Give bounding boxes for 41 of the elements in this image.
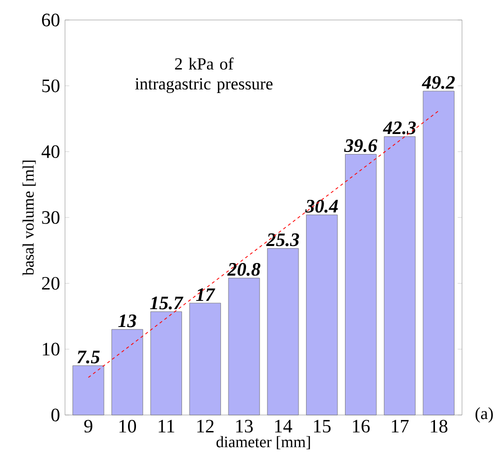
data-label: 39.6 bbox=[344, 139, 378, 152]
x-tick-label: 16 bbox=[353, 420, 370, 433]
annotation: 2 kPa of intragastric pressure bbox=[135, 58, 273, 94]
y-tick-label: 20 bbox=[42, 276, 60, 290]
bar bbox=[345, 154, 377, 416]
data-label: 15.7 bbox=[150, 296, 184, 310]
data-label: 7.5 bbox=[77, 350, 100, 364]
y-tick-label: 30 bbox=[42, 211, 60, 224]
bar bbox=[306, 214, 338, 416]
data-label: 17 bbox=[196, 288, 216, 301]
bar bbox=[228, 278, 260, 416]
x-axis-title: diameter [mm] bbox=[216, 436, 310, 450]
data-label: 49.2 bbox=[422, 76, 455, 89]
x-tick-label: 14 bbox=[275, 420, 292, 432]
y-tick-label: 0 bbox=[51, 408, 60, 422]
bar bbox=[267, 248, 299, 416]
bar bbox=[384, 136, 416, 416]
x-tick-label: 15 bbox=[314, 420, 331, 433]
x-tick-label: 12 bbox=[197, 420, 214, 432]
bar bbox=[72, 365, 104, 416]
data-label: 25.3 bbox=[266, 233, 300, 246]
text: (a) bbox=[476, 407, 493, 423]
x-tick-label: 9 bbox=[84, 420, 92, 433]
data-label: 42.3 bbox=[382, 122, 416, 134]
x-tick-label: 13 bbox=[236, 420, 253, 433]
bar bbox=[189, 302, 221, 416]
y-tick-label: 10 bbox=[42, 342, 60, 356]
data-label: 30.4 bbox=[305, 200, 338, 213]
bar bbox=[150, 311, 182, 416]
y-axis-title: basal volume [ml] bbox=[22, 160, 36, 276]
y-tick-label: 40 bbox=[42, 145, 60, 158]
x-tick-label: 10 bbox=[119, 420, 136, 433]
bar bbox=[112, 329, 144, 416]
data-label: 20.8 bbox=[227, 263, 260, 276]
y-tick-label: 60 bbox=[42, 14, 60, 26]
y-tick-label: 50 bbox=[42, 79, 60, 92]
data-label: 13 bbox=[118, 314, 136, 328]
bar bbox=[422, 90, 454, 416]
x-tick-label: 18 bbox=[430, 420, 448, 433]
x-tick-label: 17 bbox=[392, 420, 409, 432]
x-tick-label: 11 bbox=[158, 420, 174, 432]
